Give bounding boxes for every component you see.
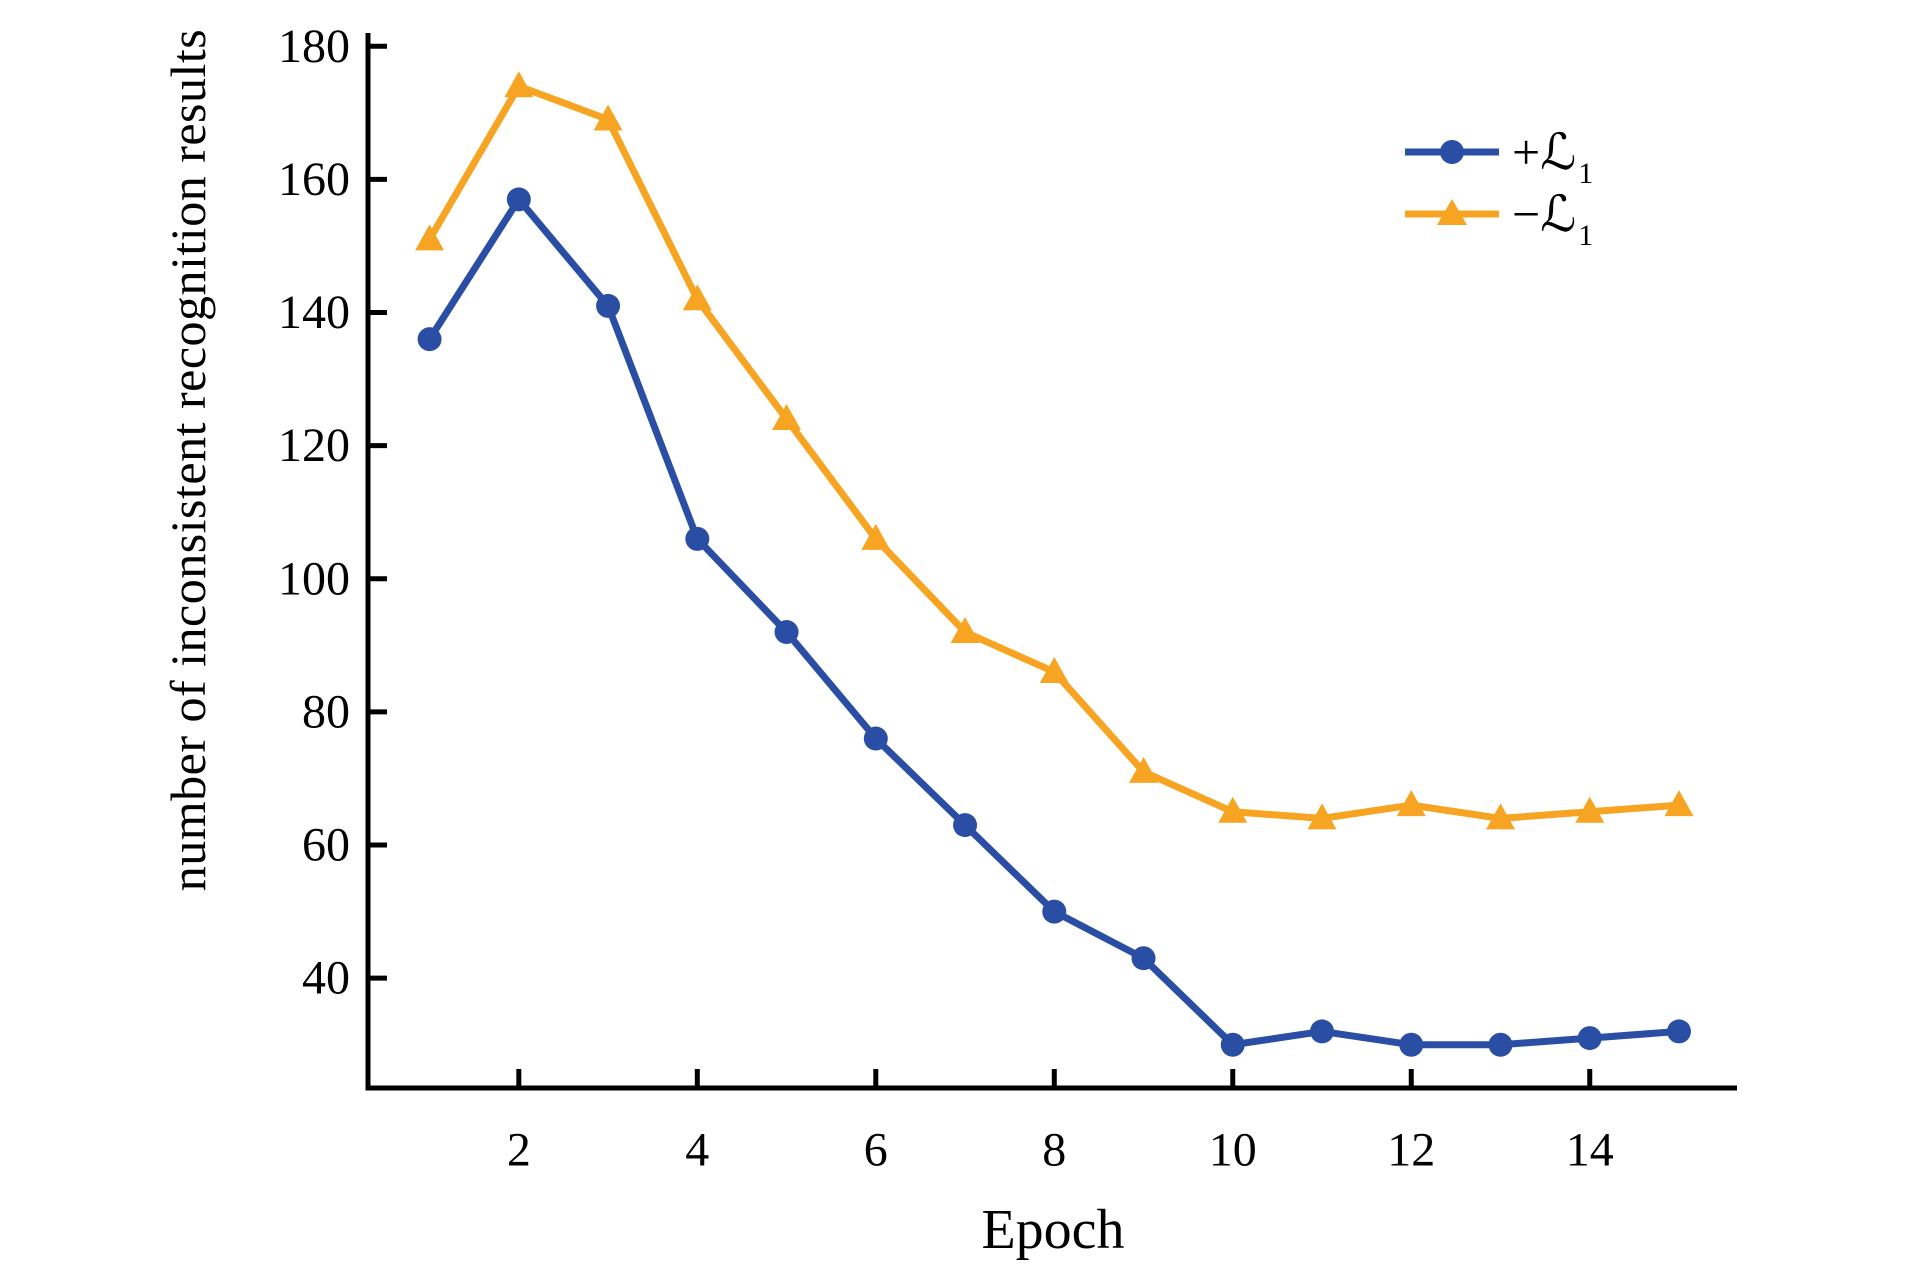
legend-label-plus-l1: +ℒ1 xyxy=(1512,123,1593,190)
x-tick-label: 4 xyxy=(685,1124,709,1177)
data-point-circle xyxy=(417,327,442,352)
y-tick-label: 60 xyxy=(302,819,350,872)
data-point-circle xyxy=(774,620,799,645)
data-point-triangle xyxy=(772,404,802,431)
legend-triangle-marker-icon xyxy=(1405,199,1499,225)
data-point-triangle xyxy=(861,523,891,550)
legend-item-plus-l1: +ℒ1 xyxy=(1402,123,1593,190)
data-point-triangle xyxy=(950,617,980,644)
legend-circle-marker-icon xyxy=(1405,140,1499,164)
data-point-triangle xyxy=(1129,756,1159,783)
legend: +ℒ1 −ℒ1 xyxy=(1402,123,1593,252)
data-point-triangle xyxy=(1575,796,1605,823)
data-point-triangle xyxy=(415,224,445,251)
legend-sign: − xyxy=(1512,186,1541,242)
y-tick-label: 120 xyxy=(278,419,350,472)
legend-symbol: ℒ xyxy=(1540,123,1577,181)
data-point-circle xyxy=(1220,1032,1245,1057)
data-point-triangle xyxy=(1664,790,1694,817)
y-tick-label: 40 xyxy=(302,952,350,1005)
data-point-circle xyxy=(1131,946,1156,971)
data-point-triangle xyxy=(1396,790,1426,817)
data-point-triangle xyxy=(504,71,534,98)
x-tick-label: 12 xyxy=(1387,1124,1435,1177)
legend-subscript: 1 xyxy=(1578,157,1594,190)
x-tick-label: 6 xyxy=(864,1124,888,1177)
legend-item-minus-l1: −ℒ1 xyxy=(1402,185,1593,252)
legend-subscript: 1 xyxy=(1578,219,1594,252)
legend-symbol: ℒ xyxy=(1540,185,1577,243)
y-tick-label: 180 xyxy=(278,20,350,73)
x-axis-title: Epoch xyxy=(981,1199,1125,1261)
x-tick-label: 10 xyxy=(1209,1124,1257,1177)
data-point-circle xyxy=(506,187,531,212)
data-point-circle xyxy=(1577,1026,1602,1051)
data-point-circle xyxy=(1310,1019,1335,1044)
data-point-triangle xyxy=(1039,656,1069,683)
data-point-triangle xyxy=(1218,796,1248,823)
legend-label-minus-l1: −ℒ1 xyxy=(1512,185,1593,252)
data-point-triangle xyxy=(1486,803,1516,830)
legend-sign: + xyxy=(1512,124,1541,180)
y-tick-label: 100 xyxy=(278,552,350,605)
data-point-triangle xyxy=(1307,803,1337,830)
data-point-circle xyxy=(685,526,710,551)
x-tick-label: 14 xyxy=(1566,1124,1614,1177)
data-point-circle xyxy=(1666,1019,1691,1044)
data-point-circle xyxy=(596,293,621,318)
series-minus-l1 xyxy=(415,71,1694,830)
data-point-circle xyxy=(1399,1032,1424,1057)
data-point-circle xyxy=(1042,899,1067,924)
data-point-circle xyxy=(1488,1032,1513,1057)
data-point-circle xyxy=(953,813,978,838)
y-axis-title: number of inconsistent recognition resul… xyxy=(160,28,216,892)
y-tick-label: 160 xyxy=(278,153,350,206)
data-point-triangle xyxy=(682,284,712,311)
x-tick-label: 2 xyxy=(507,1124,531,1177)
data-point-circle xyxy=(863,726,888,751)
y-tick-label: 80 xyxy=(302,685,350,738)
x-tick-label: 8 xyxy=(1042,1124,1066,1177)
data-point-triangle xyxy=(593,104,623,131)
y-tick-label: 140 xyxy=(278,286,350,339)
series-plus-l1 xyxy=(417,187,1691,1057)
